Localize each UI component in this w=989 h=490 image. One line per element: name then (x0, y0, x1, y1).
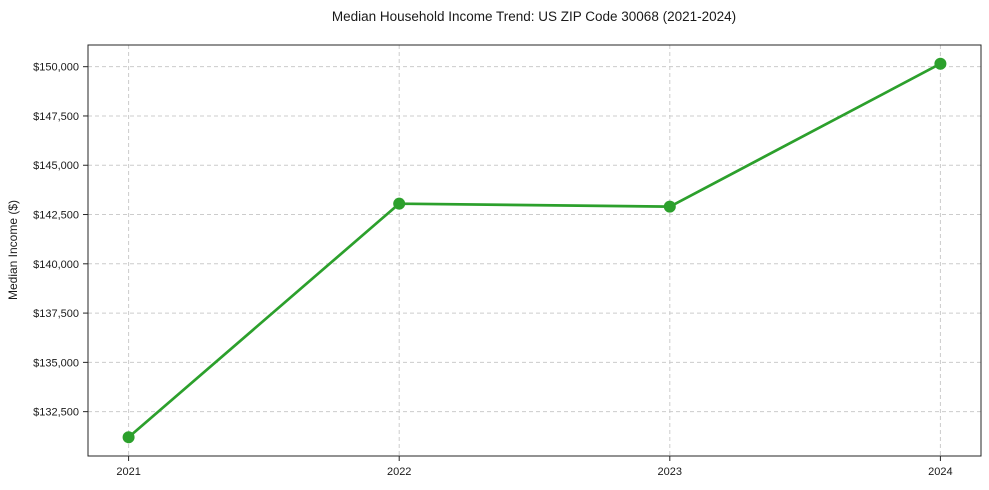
plot-frame (87, 44, 982, 457)
x-tick-label: 2023 (658, 466, 682, 478)
y-tick-label: $145,000 (33, 160, 79, 172)
data-point-2024 (934, 57, 947, 70)
y-tick-label: $147,500 (33, 111, 79, 123)
x-tick-label: 2022 (387, 466, 411, 478)
y-tick-label: $142,500 (33, 210, 79, 222)
data-point-2021 (122, 431, 135, 444)
y-tick-label: $140,000 (33, 259, 79, 271)
y-tick-label: $132,500 (33, 407, 79, 419)
x-tick-label: 2021 (116, 466, 140, 478)
data-point-2023 (663, 200, 676, 213)
trend-line (127, 62, 942, 439)
x-tick-label: 2024 (928, 466, 952, 478)
y-tick-label: $135,000 (33, 357, 79, 369)
data-point-2022 (393, 197, 406, 210)
y-axis-label: Median Income ($) (6, 200, 20, 300)
y-tick-label: $150,000 (33, 62, 79, 74)
chart-title: Median Household Income Trend: US ZIP Co… (332, 9, 736, 24)
y-tick-label: $137,500 (33, 308, 79, 320)
